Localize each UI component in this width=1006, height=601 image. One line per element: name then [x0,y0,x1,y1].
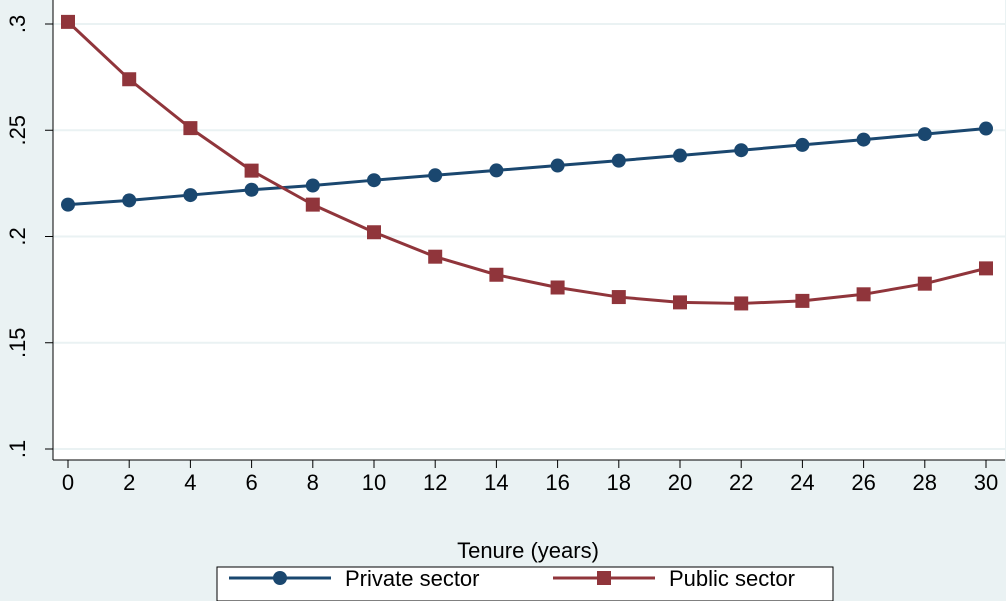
y-tick-label: .15 [5,327,30,358]
data-point-public [611,290,626,305]
x-tick-label: 0 [62,470,74,495]
legend-private-label: Private sector [345,566,480,591]
data-point-private [611,153,626,168]
data-point-public [122,72,137,87]
data-point-public [428,249,443,264]
y-axis-ticks: .1 .15 .2 .25 .3 [5,15,53,458]
data-point-private [979,121,993,136]
x-tick-label: 8 [307,470,319,495]
data-point-public [244,163,259,178]
data-point-public [550,280,565,295]
data-point-private [244,182,259,197]
x-tick-label: 4 [184,470,196,495]
x-tick-label: 2 [123,470,135,495]
x-tick-label: 24 [790,470,814,495]
y-tick-label: .1 [5,440,30,458]
data-point-private [183,188,198,203]
data-point-private [917,127,932,142]
y-tick-label: .3 [5,15,30,33]
y-tick-label: .25 [5,115,30,146]
data-point-private [489,163,504,178]
legend-box [216,566,834,601]
x-tick-label: 14 [484,470,508,495]
gridlines [53,23,1005,450]
data-point-public [734,296,749,311]
x-tick-label: 30 [974,470,998,495]
data-point-public [795,293,810,308]
data-point-private [550,158,565,173]
data-point-private [367,173,381,188]
legend-private-marker [273,571,287,585]
x-tick-label: 6 [245,470,257,495]
legend: Private sector Public sector [216,566,834,601]
y-tick-label: .2 [5,227,30,245]
x-tick-label: 28 [913,470,937,495]
x-axis-ticks: 0 2 4 6 8 10 12 14 16 18 20 22 24 26 28 30 [62,460,998,495]
legend-public-label: Public sector [669,566,795,591]
data-point-private [673,148,687,163]
x-tick-label: 10 [362,470,386,495]
data-point-private [122,193,137,208]
plot-area [53,0,1005,460]
data-point-private [734,143,749,158]
data-point-public [367,225,381,240]
legend-public-marker [597,571,611,585]
x-axis-title: Tenure (years) [457,538,599,563]
series-line-private [67,127,987,207]
x-tick-label: 12 [423,470,447,495]
data-point-public [61,14,75,29]
x-tick-label: 18 [607,470,631,495]
data-point-private [61,197,75,212]
x-tick-label: 22 [729,470,753,495]
data-point-private [428,168,443,183]
data-point-public [489,267,504,282]
data-point-private [795,137,810,152]
data-point-public [183,121,198,136]
data-point-private [305,178,320,193]
data-point-public [305,197,320,212]
data-point-public [673,295,687,310]
x-tick-label: 26 [851,470,875,495]
data-point-public [979,261,993,276]
series-group [61,14,993,311]
data-point-private [856,132,871,147]
series-line-public [66,20,987,305]
data-point-public [917,276,932,291]
data-point-public [856,287,871,302]
x-tick-label: 20 [668,470,692,495]
x-tick-label: 16 [545,470,569,495]
